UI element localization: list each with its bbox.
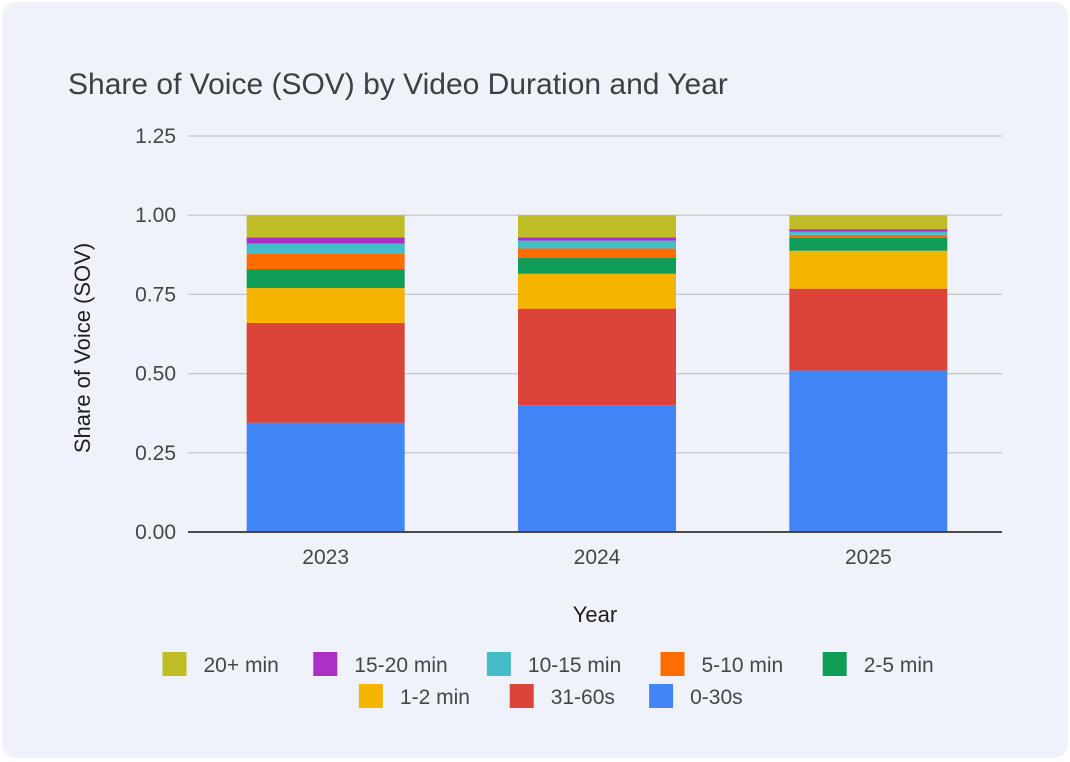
bar-segment-2025-5-10-min [789,234,948,239]
bar-segment-2023-10-15-min [246,243,405,254]
x-tick-label: 2025 [845,546,892,569]
bar-segment-2024-5-10-min [518,248,676,258]
x-axis-ticks: 2023 2024 2025 [302,546,891,569]
legend-label: 1-2 min [400,686,470,709]
bar-stack-2023 [246,215,405,532]
y-tick-label: 0.25 [135,442,176,465]
bar-segment-2023-15-20-min [246,237,405,244]
bar-segment-2023-5-10-min [246,253,405,270]
legend-item-2-5-min: 2-5 min [822,652,934,677]
legend-swatch [162,652,187,676]
legend-label: 0-30s [690,686,743,709]
bar-stack-2024 [518,215,676,532]
bar-segment-2025-1-2-min [789,250,948,289]
y-tick-label: 1.25 [135,125,176,148]
bar-stack-2025 [789,215,948,532]
bar-segment-2024-0-30s [518,405,676,532]
legend-label: 10-15 min [528,654,621,677]
legend-label: 5-10 min [702,654,784,677]
bars [188,215,1002,533]
legend-item-15-20-min: 15-20 min [313,652,448,677]
bar-segment-2024-1-2-min [518,273,676,309]
y-axis-ticks: 0.00 0.25 0.50 0.75 1.00 1.25 [135,125,176,544]
bar-segment-2025-0-30s [789,370,948,532]
y-tick-label: 0.50 [135,363,176,386]
bar-segment-2023-0-30s [246,422,405,532]
legend-swatch [313,652,338,676]
legend-label: 15-20 min [354,654,447,677]
legend-item-5-10-min: 5-10 min [660,652,784,677]
bar-segment-2024-2-5-min [518,257,676,274]
bar-segment-2023-2-5-min [246,269,405,289]
legend-swatch [358,684,383,708]
legend-label: 20+ min [204,654,279,677]
bar-segment-2023-1-2-min [246,288,405,323]
legend-swatch [660,652,685,676]
y-tick-label: 1.00 [135,204,176,227]
bar-segment-2024-20-min [518,215,676,238]
legend-item-1-2-min: 1-2 min [358,684,470,709]
x-tick-label: 2024 [574,546,621,569]
bar-segment-2023-20-min [246,215,405,238]
legend-item-0-30s: 0-30s [649,684,743,709]
legend: 20+ min 15-20 min 10-15 min 5-10 min 2-5 min… [162,652,934,709]
bar-segment-2025-20-min [789,215,948,230]
bar-segment-2025-2-5-min [789,238,948,251]
bar-segment-2023-31-60s [246,322,405,423]
bar-segment-2025-10-15-min [789,231,948,235]
y-axis-title: Share of Voice (SOV) [70,243,95,453]
legend-swatch [822,652,847,676]
legend-swatch [649,684,674,708]
legend-item-31-60s: 31-60s [509,684,615,709]
x-axis-title: Year [573,602,617,627]
legend-item-20-min: 20+ min [162,652,279,677]
y-tick-label: 0.75 [135,283,176,306]
legend-label: 31-60s [551,686,615,709]
chart-title: Share of Voice (SOV) by Video Duration a… [68,68,728,101]
y-tick-label: 0.00 [135,521,176,544]
legend-item-10-15-min: 10-15 min [486,652,621,677]
legend-swatch [486,652,511,676]
bar-segment-2024-31-60s [518,308,676,406]
bar-segment-2025-31-60s [789,288,948,371]
bar-segment-2025-15-20-min [789,229,948,232]
bar-segment-2024-15-20-min [518,237,676,241]
bar-segment-2024-10-15-min [518,240,676,249]
legend-swatch [509,684,534,708]
x-tick-label: 2023 [302,546,349,569]
legend-label: 2-5 min [864,654,934,677]
